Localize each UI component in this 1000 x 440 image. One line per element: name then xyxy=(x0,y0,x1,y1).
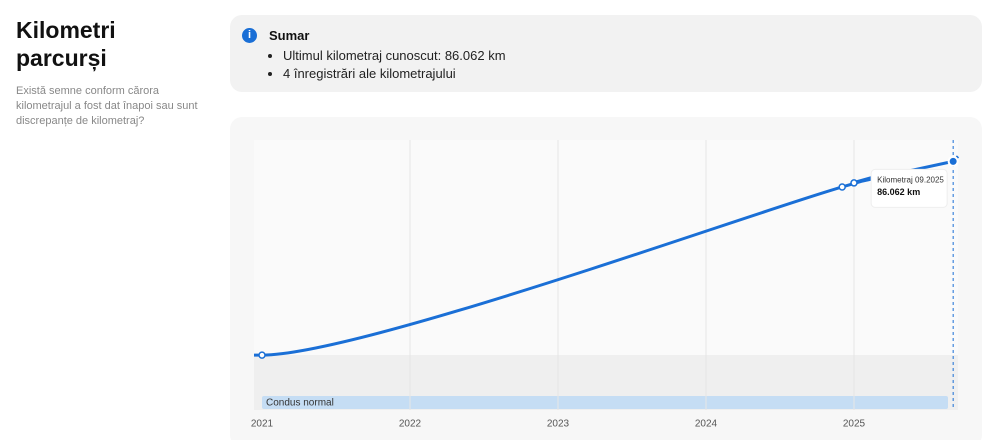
point xyxy=(258,351,266,359)
tooltip-title: Kilometraj 09.2025 xyxy=(877,175,944,184)
x-tick-label: 2022 xyxy=(399,419,422,430)
x-tick-label: 2024 xyxy=(695,419,718,430)
point xyxy=(850,179,858,187)
summary-item: 4 înregistrări ale kilometrajului xyxy=(283,65,506,83)
section-description: Există semne conform cărora kilometrajul… xyxy=(16,85,198,127)
x-tick-label: 2025 xyxy=(843,419,866,430)
x-tick-label: 2023 xyxy=(547,419,570,430)
x-tick-label: 2021 xyxy=(251,419,274,430)
summary-title: Sumar xyxy=(269,28,310,43)
summary-box: i Sumar Ultimul kilometraj cunoscut: 86.… xyxy=(230,15,982,92)
band-bar xyxy=(262,396,948,409)
section-title: Kilometri parcurși xyxy=(16,17,116,71)
summary-item: Ultimul kilometraj cunoscut: 86.062 km xyxy=(283,47,506,65)
tooltip-value: 86.062 km xyxy=(877,187,920,197)
point xyxy=(838,183,846,191)
point xyxy=(947,155,959,167)
tooltip xyxy=(870,168,948,208)
band-label: Condus normal xyxy=(266,398,334,409)
info-icon: i xyxy=(242,28,257,43)
summary-list: Ultimul kilometraj cunoscut: 86.062 km 4… xyxy=(269,47,506,83)
